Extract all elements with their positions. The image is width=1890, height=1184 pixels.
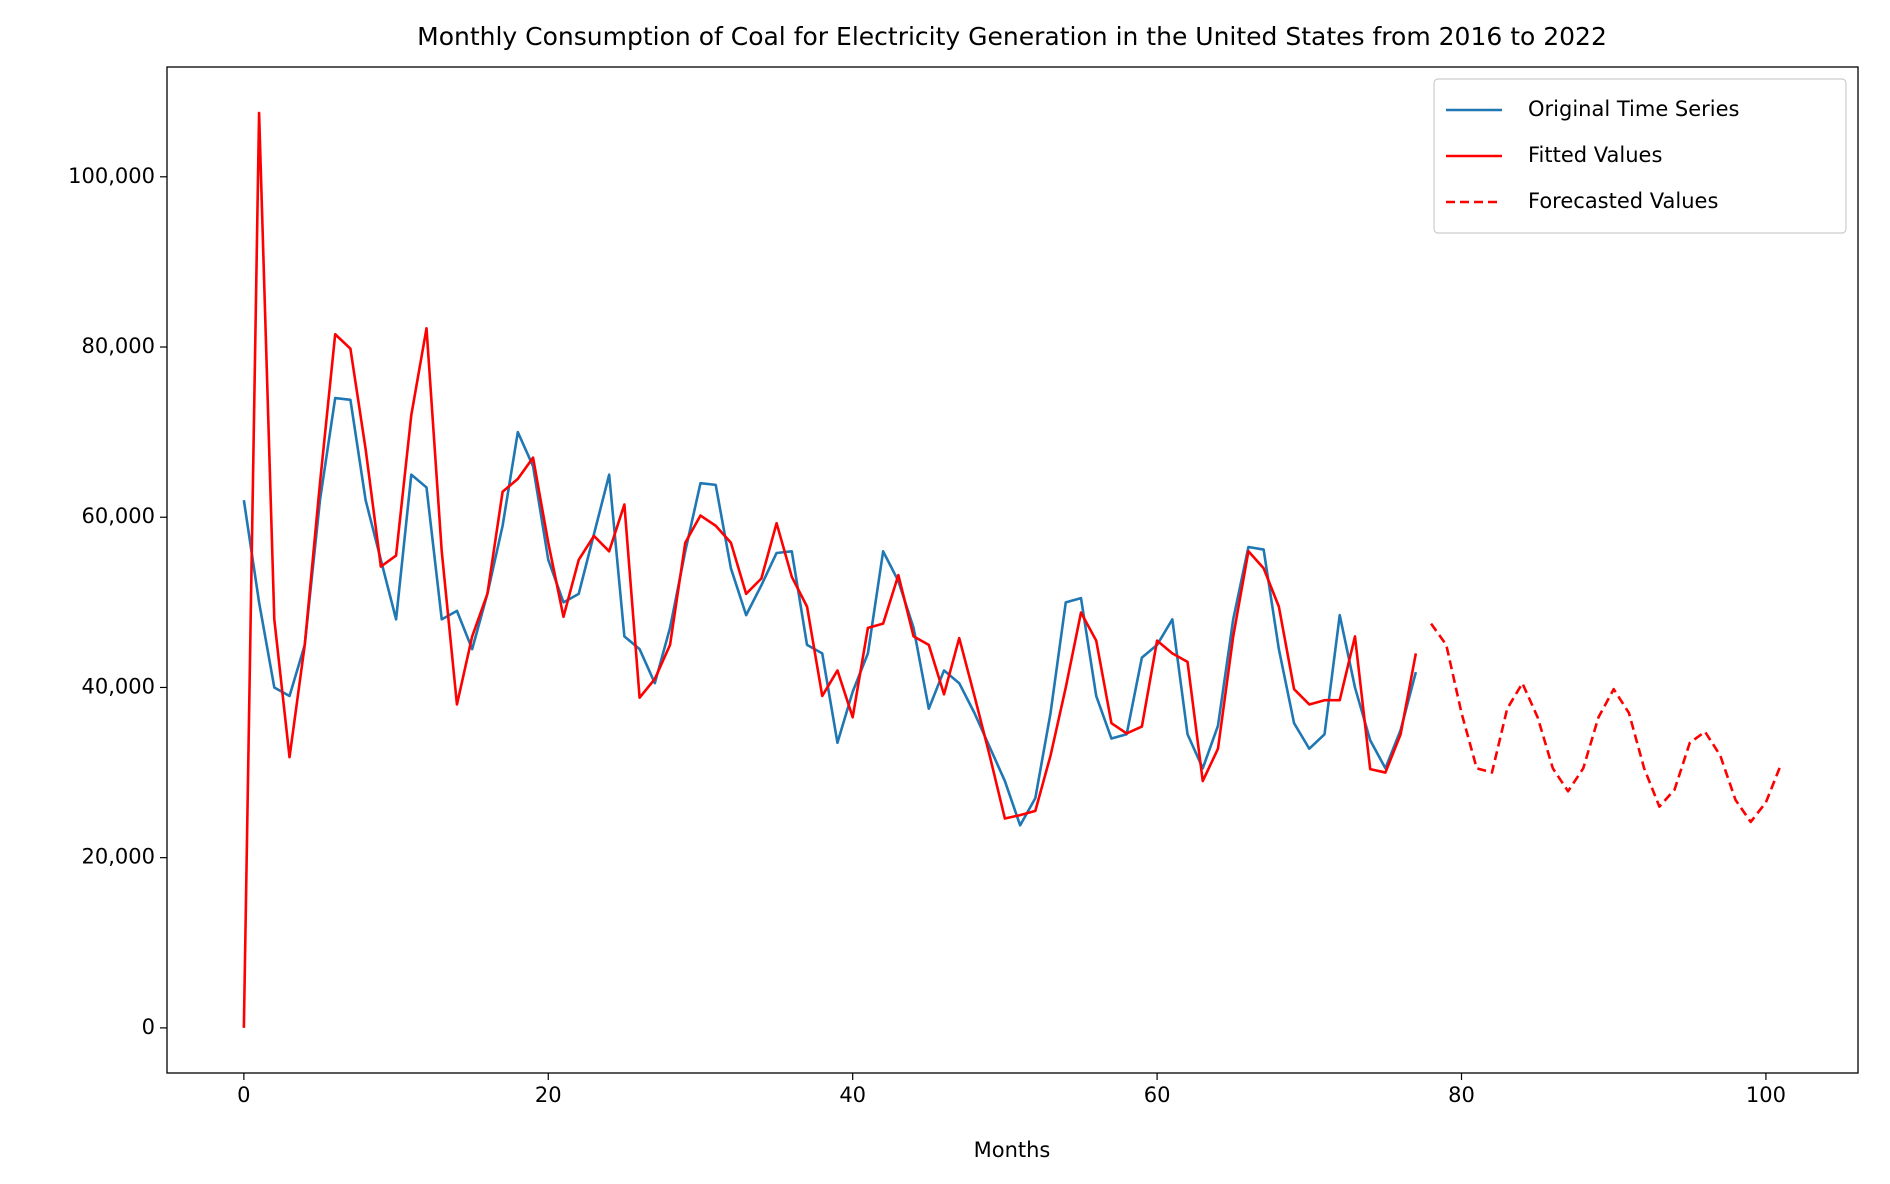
legend-label: Forecasted Values xyxy=(1528,189,1718,213)
y-tick-label: 40,000 xyxy=(82,674,155,698)
y-tick-label: 20,000 xyxy=(82,845,155,869)
x-tick-label: 20 xyxy=(535,1083,562,1107)
series-line xyxy=(242,111,1418,1028)
legend-label: Original Time Series xyxy=(1528,97,1740,121)
series-line xyxy=(242,396,1418,827)
chart-title: Monthly Consumption of Coal for Electric… xyxy=(417,22,1607,51)
legend-box xyxy=(1433,78,1847,234)
y-tick-label: 0 xyxy=(142,1015,155,1039)
x-tick-label: 80 xyxy=(1448,1083,1475,1107)
series-line xyxy=(1430,622,1783,824)
legend-label: Fitted Values xyxy=(1528,143,1662,167)
x-tick-label: 60 xyxy=(1144,1083,1171,1107)
y-tick-label: 80,000 xyxy=(82,334,155,358)
x-tick-label: 40 xyxy=(839,1083,866,1107)
x-tick-label: 0 xyxy=(237,1083,250,1107)
y-tick-label: 60,000 xyxy=(82,504,155,528)
x-tick-label: 100 xyxy=(1746,1083,1786,1107)
x-axis-label: Months xyxy=(974,1138,1051,1162)
y-tick-label: 100,000 xyxy=(68,164,155,188)
plot-frame xyxy=(166,66,1859,1074)
